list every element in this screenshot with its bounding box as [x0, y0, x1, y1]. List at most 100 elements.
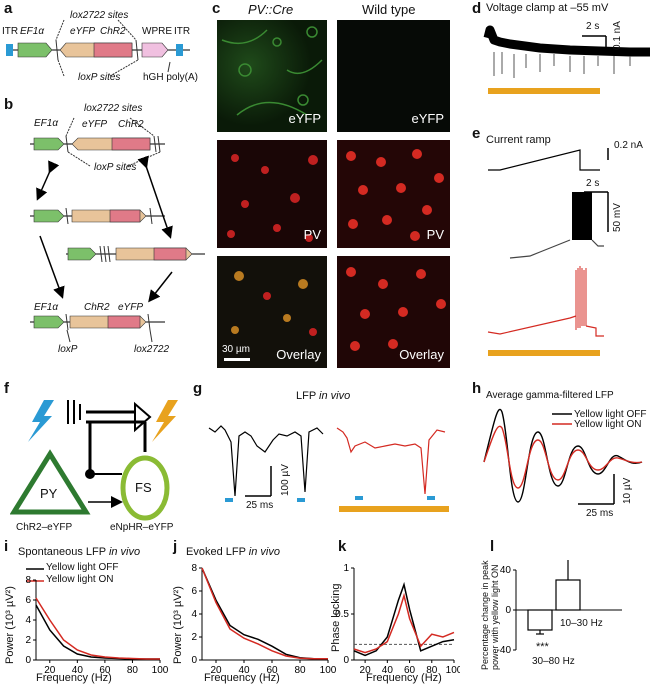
title-e: Current ramp [486, 134, 551, 146]
title-d: Voltage clamp at –55 mV [486, 2, 609, 14]
y-tick-label: 0 [191, 655, 197, 666]
light-bar-d [488, 88, 600, 94]
panel-label-e: e [472, 125, 481, 142]
l-significance: *** [536, 641, 549, 653]
gamma-lfp-chart-h [483, 408, 643, 505]
y-tick-label: 8 [191, 563, 197, 574]
light-bar-e [488, 350, 600, 356]
panel-label-d: d [472, 0, 482, 17]
col-label-pvcre: PV::Cre [248, 2, 294, 17]
label-pv-2: PV [426, 227, 444, 242]
series-line-1 [35, 597, 160, 660]
y-tick-label: -40 [497, 645, 512, 656]
light-bar-g [339, 506, 449, 512]
chart-peak-power-change: -40 0 40 [497, 560, 622, 656]
title-j: Evoked LFP in vivo [186, 546, 280, 558]
arrow-b2 [137, 155, 173, 239]
y-tick-label: 0 [343, 655, 349, 666]
chr2-bottom-label: ChR2 [84, 302, 110, 313]
bar-0 [527, 609, 553, 631]
x-tick-label: 80 [127, 665, 139, 676]
panel-label-f: f [4, 380, 9, 397]
construct-diagram-a [6, 19, 190, 77]
micrograph-wt-overlay: Overlay [337, 256, 450, 368]
panel-label-g: g [193, 380, 203, 397]
y-tick-label: 6 [191, 586, 197, 597]
construct-diagram-b [30, 117, 205, 343]
h-voltage-scale: 10 µV [622, 477, 633, 504]
i-legend-on: Yellow light ON [46, 574, 114, 585]
ef1a-arrow [17, 42, 53, 58]
lox2722-label: lox2722 sites [70, 10, 129, 21]
l-bar2-label: 10–30 Hz [560, 618, 603, 629]
spike-burst-black [572, 192, 592, 240]
series-line-0 [201, 567, 328, 660]
y-tick-label: 4 [191, 609, 197, 620]
micrograph-pvcre-pv: PV [217, 140, 327, 248]
series-line-0 [35, 604, 160, 660]
eyfp-top-label: eYFP [82, 119, 108, 130]
series-line-1 [201, 567, 328, 660]
lox2722-top-label: lox2722 sites [84, 103, 143, 114]
l-ylabel: Percentage change in peak power with yel… [480, 560, 500, 670]
label-overlay-1: Overlay [276, 347, 321, 362]
h-legend-on: Yellow light ON [574, 419, 642, 430]
py-label: PY [40, 486, 58, 501]
loxp-top-label: loxP sites [94, 162, 137, 173]
itr-right-label: ITR [174, 26, 191, 37]
x-tick-label: 80 [294, 665, 306, 676]
lfp-trace-off [208, 425, 324, 497]
x-tick-label: 40 [72, 665, 84, 676]
loxp-bottom-label: loxP [58, 344, 78, 355]
x-tick-label: 80 [426, 665, 438, 676]
trace-current-ramp [487, 148, 609, 356]
e-voltage-scale: 50 mV [612, 203, 623, 232]
scale-label-30um: 30 µm [222, 344, 250, 355]
itr-box-left [6, 44, 13, 56]
lfp-trace-on [336, 427, 446, 495]
itr-box-right [176, 44, 183, 56]
g-time-scale: 25 ms [246, 500, 274, 511]
micrograph-wt-eyfp: eYFP [337, 20, 450, 132]
fs-label: FS [135, 480, 152, 495]
x-tick-label: 100 [152, 665, 168, 676]
title-h: Average gamma-filtered LFP [486, 390, 614, 401]
h-time-scale: 25 ms [586, 508, 614, 519]
micrograph-wt-pv: PV [337, 140, 450, 248]
e-current-scale: 0.2 nA [614, 140, 643, 151]
x-tick-label: 20 [360, 665, 372, 676]
j-ylabel: Power (10³ µV²) [172, 586, 184, 664]
series-line-1 [353, 592, 455, 654]
ef1a-bottom-label: EF1α [34, 302, 59, 313]
y-tick-label: 6 [25, 595, 31, 606]
panel-label-j: j [173, 538, 178, 555]
ef1a-top-label: EF1α [34, 118, 59, 129]
x-tick-label: 40 [382, 665, 394, 676]
label-pv-1: PV [303, 227, 321, 242]
scale-bar-30um [224, 358, 250, 361]
x-tick-label: 40 [238, 665, 250, 676]
y-tick-label: 4 [25, 615, 31, 626]
y-tick-label: 2 [25, 635, 31, 646]
d-time-scale: 2 s [586, 21, 600, 32]
chart-phase-locking: 20 40 60 80 100 0 0.5 1 [335, 563, 460, 676]
panel-label-h: h [472, 380, 482, 397]
x-tick-label: 60 [266, 665, 278, 676]
lfp-traces-g [208, 425, 449, 512]
h-legend-off: Yellow light OFF [574, 409, 647, 420]
x-tick-label: 20 [210, 665, 222, 676]
wpre-label: WPRE [142, 26, 172, 37]
trace-voltage-clamp [483, 25, 650, 94]
gamma-trace-on [483, 425, 643, 489]
eyfp-label: eYFP [70, 26, 96, 37]
y-tick-label: 1 [343, 563, 349, 574]
label-eyfp-1: eYFP [288, 111, 321, 126]
current-trace-d [483, 25, 650, 57]
title-i: Spontaneous LFP in vivo [18, 546, 141, 558]
blue-light-bolt-icon [28, 400, 54, 442]
loxp-label: loxP sites [78, 72, 121, 83]
label-eyfp-2: eYFP [411, 111, 444, 126]
arrow-b3 [39, 235, 65, 299]
arrow-b1 [36, 160, 60, 201]
itr-left-label: ITR [2, 26, 19, 37]
